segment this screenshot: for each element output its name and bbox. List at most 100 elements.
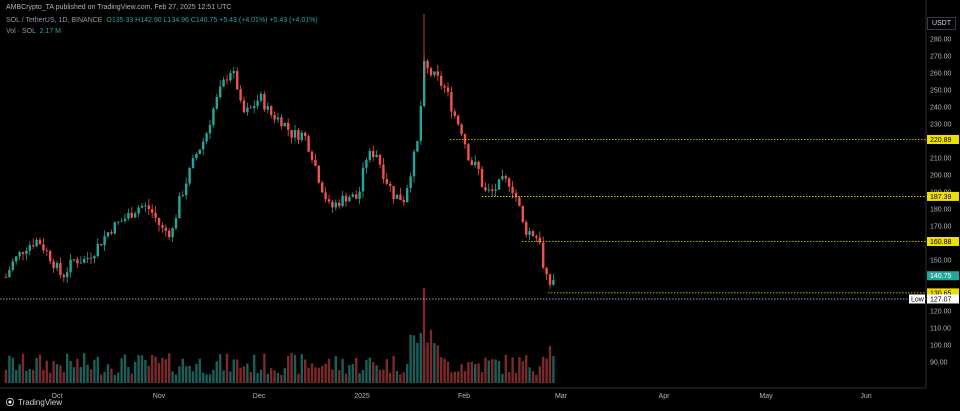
- volume-bar: [174, 374, 178, 383]
- candle-body: [365, 160, 368, 168]
- candle-body: [28, 245, 31, 251]
- volume-bar: [440, 357, 443, 383]
- volume-bar: [246, 363, 249, 383]
- time-tick-label: Apr: [659, 393, 671, 400]
- volume-bar: [113, 374, 116, 383]
- candle-body: [531, 231, 535, 237]
- candle-body: [426, 60, 429, 69]
- candle-body: [351, 194, 354, 198]
- candle-body: [504, 176, 507, 179]
- candle-body: [256, 100, 259, 107]
- price-tick-label: 110.00: [930, 326, 951, 333]
- candle-body: [174, 218, 178, 229]
- volume-bar: [11, 357, 14, 383]
- volume-bar: [358, 373, 361, 383]
- candle-body: [49, 250, 52, 262]
- candle-body: [263, 93, 266, 110]
- volume-bar: [280, 374, 283, 383]
- candle-body: [110, 232, 113, 234]
- candle-body: [236, 71, 239, 90]
- volume-bar: [521, 361, 524, 383]
- candle-body: [225, 79, 229, 81]
- price-tick-label: 230.00: [930, 122, 952, 129]
- candle-body: [25, 250, 28, 254]
- candle-body: [72, 259, 76, 261]
- candle-body: [212, 108, 215, 126]
- volume-bar: [355, 357, 358, 383]
- volume-bar: [45, 360, 48, 383]
- candle-body: [450, 91, 453, 112]
- candle-body: [538, 237, 541, 243]
- candle-body: [497, 179, 501, 190]
- candle-body: [433, 71, 436, 76]
- volume-bar: [256, 373, 259, 383]
- candle-body: [208, 125, 212, 134]
- volume-bar: [147, 365, 150, 383]
- volume-bar: [542, 356, 545, 383]
- price-tick-label: 240.00: [930, 105, 952, 112]
- candle-body: [76, 259, 79, 264]
- candle-body: [467, 144, 470, 161]
- candle-body: [151, 209, 154, 213]
- price-tick-label: 150.00: [930, 258, 952, 265]
- volume-label[interactable]: Vol · SOL: [6, 28, 36, 35]
- candle-body: [42, 244, 45, 251]
- volume-bar: [375, 365, 378, 383]
- candle-body: [38, 239, 42, 245]
- volume-bar: [491, 359, 494, 383]
- volume-bar: [18, 364, 21, 383]
- volume-bar: [324, 363, 327, 383]
- volume-bar: [368, 357, 371, 383]
- candle-body: [232, 71, 235, 73]
- volume-bar: [518, 357, 521, 383]
- volume-bar: [293, 354, 297, 383]
- candle-body: [355, 194, 358, 199]
- volume-bar: [314, 367, 317, 383]
- candle-body: [188, 168, 191, 184]
- candle-body: [375, 154, 378, 158]
- candle-body: [528, 231, 531, 235]
- volume-bar: [198, 358, 201, 383]
- volume-bar: [412, 335, 416, 383]
- candle-body: [137, 207, 140, 214]
- volume-bar: [443, 358, 446, 383]
- volume-bar: [494, 359, 497, 383]
- candle-body: [178, 195, 181, 219]
- low-tag: [909, 294, 925, 304]
- symbol-title[interactable]: SOL / TetherUS, 1D, BINANCE: [6, 17, 103, 24]
- volume-bar: [253, 354, 256, 383]
- volume-bar: [321, 365, 324, 383]
- volume-bar: [208, 374, 212, 383]
- time-tick-label: Jun: [860, 393, 871, 400]
- candle-body: [525, 221, 528, 235]
- candle-body: [314, 159, 317, 166]
- candle-body: [205, 133, 208, 142]
- volume-bar: [4, 369, 8, 383]
- candle-body: [392, 186, 395, 199]
- price-tick-label: 180.00: [930, 207, 952, 214]
- volume-bar: [365, 359, 368, 383]
- volume-bar: [327, 358, 331, 383]
- volume-bar: [552, 355, 555, 383]
- volume-bar: [372, 362, 375, 383]
- volume-bar: [276, 372, 280, 383]
- candle-body: [300, 132, 303, 140]
- candle-body: [191, 158, 195, 169]
- volume-bar: [49, 373, 52, 383]
- volume-bar: [86, 364, 89, 383]
- volume-bar: [480, 372, 484, 383]
- currency-badge[interactable]: USDT: [926, 17, 956, 30]
- volume-bar: [266, 373, 269, 383]
- candle-body: [283, 122, 286, 127]
- volume-bar: [229, 371, 232, 383]
- candle-body: [321, 182, 324, 193]
- volume-bar: [436, 345, 439, 383]
- price-tick-label: 210.00: [930, 156, 952, 163]
- volume-bar: [225, 353, 229, 383]
- tradingview-logo[interactable]: ⦿ TradingView: [6, 397, 62, 408]
- time-tick-label: Feb: [458, 393, 470, 400]
- candle-body: [168, 230, 171, 238]
- candle-body: [89, 257, 93, 259]
- candle-body: [181, 195, 184, 196]
